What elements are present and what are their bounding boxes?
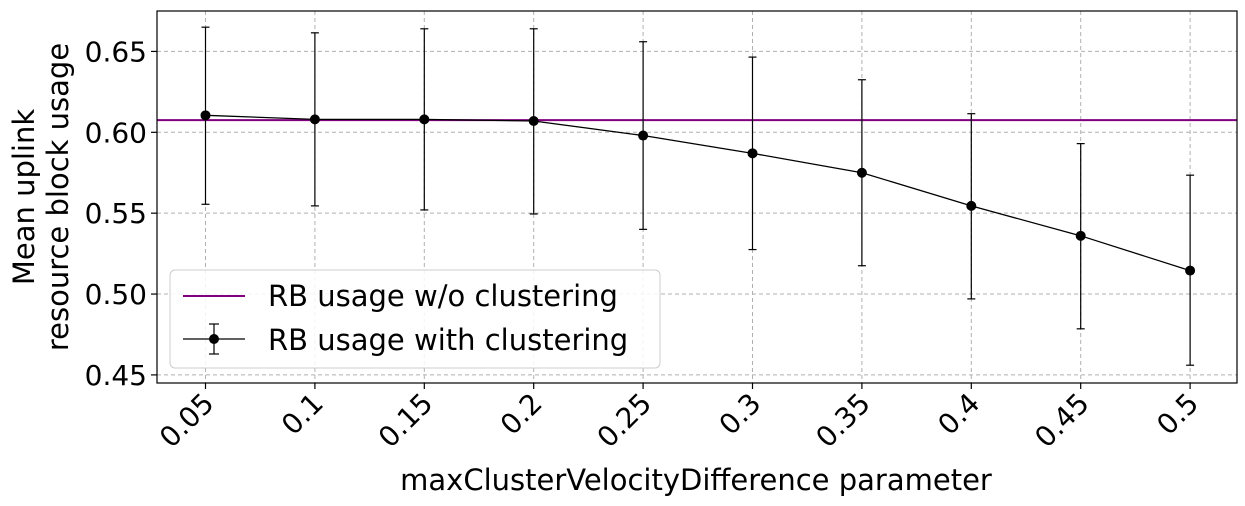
plot-frame bbox=[156, 10, 1238, 384]
y-axis-label-line-2: resource block usage bbox=[41, 43, 75, 351]
data-point bbox=[966, 200, 977, 211]
clustering-series bbox=[200, 26, 1196, 366]
y-axis-label: Mean uplink resource block usage bbox=[7, 43, 75, 351]
data-point bbox=[200, 110, 211, 121]
x-tick-label: 0.2 bbox=[494, 387, 549, 442]
legend-swatch-clustering bbox=[183, 323, 245, 355]
y-tick-label: 0.45 bbox=[85, 359, 147, 392]
y-axis: 0.45 0.50 0.55 0.60 0.65 bbox=[85, 35, 157, 392]
data-point bbox=[856, 167, 867, 178]
data-point bbox=[528, 115, 539, 126]
x-tick-label: 0.25 bbox=[591, 387, 658, 454]
x-axis-label: maxClusterVelocityDifference parameter bbox=[400, 463, 992, 497]
legend-label-baseline: RB usage w/o clustering bbox=[268, 279, 618, 313]
data-point bbox=[309, 114, 320, 125]
x-tick-label: 0.1 bbox=[275, 387, 330, 442]
x-tick-label: 0.35 bbox=[809, 387, 876, 454]
x-axis: 0.05 0.1 0.15 0.2 0.25 0.3 0.35 0.4 0.45 0.5 bbox=[153, 383, 1205, 454]
x-tick-label: 0.3 bbox=[713, 387, 768, 442]
legend-box bbox=[169, 269, 661, 369]
y-tick-label: 0.50 bbox=[85, 278, 147, 311]
legend: RB usage w/o clustering RB usage with cl… bbox=[169, 269, 661, 369]
data-point bbox=[419, 114, 430, 125]
data-point bbox=[1185, 265, 1196, 276]
series-line bbox=[205, 114, 1191, 272]
x-tick-label: 0.05 bbox=[153, 387, 220, 454]
x-tick-label: 0.15 bbox=[372, 387, 439, 454]
y-tick-label: 0.65 bbox=[85, 35, 147, 68]
x-tick-label: 0.4 bbox=[931, 387, 986, 442]
data-point bbox=[638, 130, 649, 141]
y-tick-label: 0.60 bbox=[85, 116, 147, 149]
y-axis-label-line-1: Mean uplink bbox=[7, 109, 41, 286]
x-tick-label: 0.45 bbox=[1028, 387, 1095, 454]
legend-label-clustering: RB usage with clustering bbox=[268, 323, 628, 357]
y-tick-label: 0.55 bbox=[85, 197, 147, 230]
data-point bbox=[1075, 230, 1086, 241]
x-tick-label: 0.5 bbox=[1150, 387, 1205, 442]
data-point bbox=[747, 148, 758, 159]
